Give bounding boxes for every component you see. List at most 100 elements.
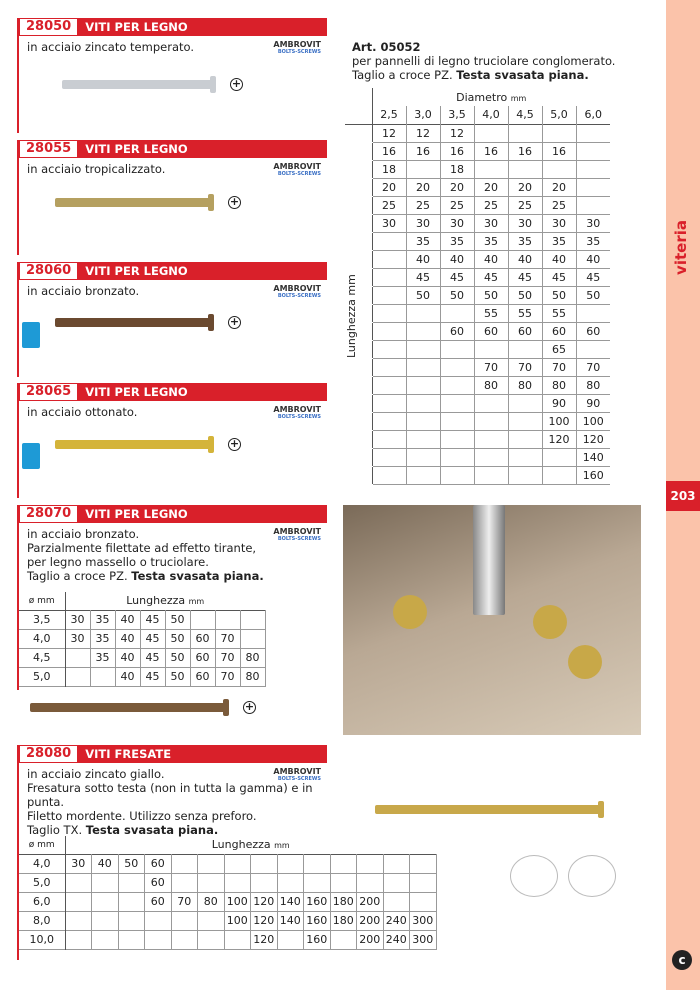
section-header: 28055 VITI PER LEGNO [19, 140, 327, 158]
article-block: Art. 05052 per pannelli di legno truciol… [352, 40, 615, 82]
table-cell: 240 [383, 911, 410, 930]
table-cell: 45 [140, 610, 166, 629]
product-desc: in acciaio bronzato. [19, 280, 327, 298]
table-cell [372, 430, 407, 448]
section-header: 28060 VITI PER LEGNO [19, 262, 327, 280]
table-cell: 50 [474, 286, 509, 304]
table-cell [118, 930, 145, 949]
table-cell [576, 160, 610, 178]
brand-logo: AMBROVIT BOLTS-SCREWS [273, 405, 321, 420]
product-section-28070: 28070 VITI PER LEGNO AMBROVIT BOLTS-SCREWS… [17, 505, 327, 690]
desc-line: in acciaio tropicalizzato. [27, 162, 166, 176]
table-cell: 40 [440, 250, 475, 268]
table-cell [277, 873, 304, 892]
table-row: 12 12 12 [345, 124, 610, 143]
table-cell: 60 [586, 324, 601, 338]
length-axis-label: Lunghezza mm [345, 274, 358, 358]
table-cell [440, 304, 475, 322]
table-cell: 30 [508, 214, 543, 232]
table-cell: 40 [115, 648, 141, 667]
table-row: 4,5 35 40 45 50 60 70 80 [19, 648, 266, 667]
table-cell [277, 854, 304, 873]
table-cell: 45 [140, 667, 166, 686]
table-cell: 50 [508, 286, 543, 304]
table-cell: 120 [250, 911, 278, 930]
diameter-header: 3,5 [440, 106, 475, 124]
product-title: VITI PER LEGNO [85, 20, 188, 34]
table-cell: 60 [144, 854, 172, 873]
table-cell: 50 [542, 286, 577, 304]
table-cell [508, 430, 543, 448]
table-row: 100 100 [345, 412, 610, 431]
table-cell [508, 412, 543, 430]
product-desc: in acciaio zincato giallo. Fresatura sott… [19, 763, 327, 837]
table-cell: 55 [508, 304, 543, 322]
product-section-28055: 28055 VITI PER LEGNO AMBROVIT BOLTS-SCREWS… [17, 140, 327, 255]
table-cell: 180 [330, 892, 357, 911]
table-cell: 60 [190, 629, 216, 648]
phillips-head-icon: + [243, 700, 256, 714]
table-row: 60 60 60 60 60 [345, 322, 610, 341]
section-header: 28050 VITI PER LEGNO [19, 18, 327, 36]
screw-head-detail [568, 855, 616, 897]
section-header: 28080 VITI FRESATE [19, 745, 327, 763]
table-cell [91, 930, 119, 949]
table-cell: 35 [90, 610, 116, 629]
table-cell [372, 412, 407, 430]
table-cell [440, 358, 475, 376]
table-cell [508, 394, 543, 412]
diameter: 4,0 [19, 854, 66, 873]
table-cell [91, 911, 119, 930]
table-cell [474, 466, 509, 484]
table-cell: 16 [474, 142, 509, 160]
phillips-head-icon: + [228, 195, 241, 209]
table-cell [330, 873, 357, 892]
table-cell: 35 [90, 648, 116, 667]
table-cell: 25 [440, 196, 475, 214]
table-cell [406, 430, 441, 448]
table-cell [250, 854, 278, 873]
desc-line: Taglio a croce PZ. [27, 569, 132, 583]
table-cell: 80 [508, 376, 543, 394]
table-cell: 18 [372, 160, 407, 178]
diameter-header: 3,0 [406, 106, 441, 124]
screw-image [55, 194, 214, 211]
table-row: 10,0 120 160 200 240 300 [19, 930, 437, 949]
table-cell [330, 854, 357, 873]
table-cell [250, 873, 278, 892]
table-cell: 200 [356, 911, 384, 930]
table-cell: 16 [542, 142, 577, 160]
screw-image [62, 76, 216, 93]
table-cell: 90 [586, 396, 601, 410]
table-cell: 18 [440, 160, 475, 178]
main-size-table: Lunghezza mm Diametro mm 2,5 3,0 3,5 4,0 4,5 5… [345, 88, 610, 485]
table-cell: 200 [356, 892, 384, 911]
table-cell: 55 [542, 304, 577, 322]
table-cell [383, 892, 410, 911]
table-cell: 50 [165, 610, 191, 629]
table-cell [65, 648, 91, 667]
table-cell: 90 [542, 394, 577, 412]
table-cell: 60 [144, 873, 172, 892]
table-cell [197, 873, 225, 892]
screw-image [375, 801, 604, 818]
table-cell: 100 [582, 414, 604, 428]
table-cell [144, 930, 172, 949]
diameter-header: 6,0 [584, 108, 603, 122]
table-row: 50 50 50 50 50 50 [345, 286, 610, 305]
table-cell: 300 [409, 930, 437, 949]
table-cell [406, 304, 441, 322]
table-cell: 40 [115, 629, 141, 648]
table-cell: 45 [440, 268, 475, 286]
table-cell [372, 340, 407, 358]
diameter: 4,5 [19, 648, 66, 667]
table-cell [474, 340, 509, 358]
table-cell [372, 358, 407, 376]
table-row: 120 120 [345, 430, 610, 449]
table-cell [508, 340, 543, 358]
product-code: 28050 [20, 19, 78, 35]
product-code: 28055 [20, 141, 78, 157]
table-row: 35 35 35 35 35 35 [345, 232, 610, 251]
table-cell [406, 466, 441, 484]
table-cell [576, 304, 610, 322]
